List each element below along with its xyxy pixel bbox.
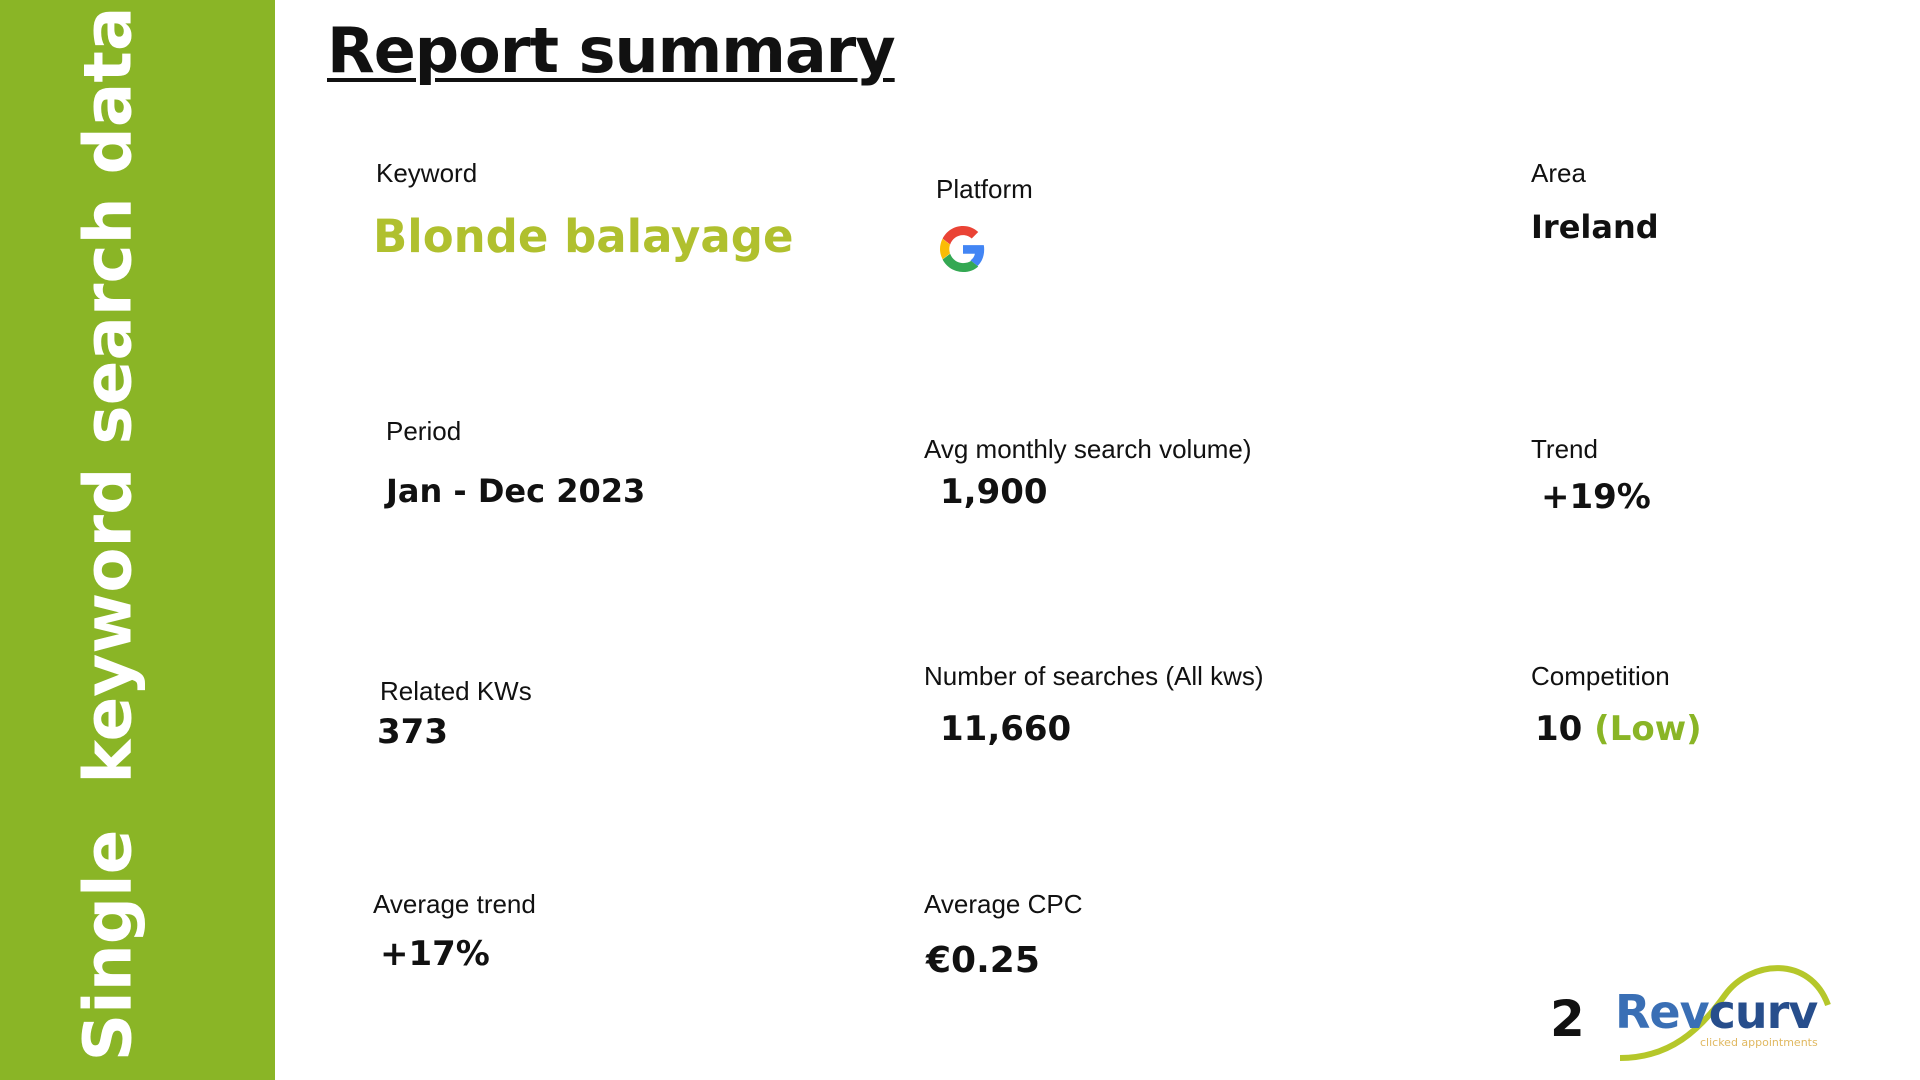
avg-cpc-value: €0.25 <box>926 940 1040 981</box>
avg-volume-label: Avg monthly search volume) <box>924 434 1252 464</box>
area-value: Ireland <box>1531 208 1659 246</box>
trend-label: Trend <box>1531 434 1598 464</box>
revcurv-logo: Revcurv clicked appointments <box>1610 950 1840 1065</box>
area-label: Area <box>1531 158 1586 188</box>
competition-label: Competition <box>1531 661 1670 691</box>
period-label: Period <box>386 416 462 446</box>
trend-value: +19% <box>1541 477 1651 517</box>
svg-text:Revcurv: Revcurv <box>1615 985 1818 1039</box>
svg-text:clicked appointments: clicked appointments <box>1700 1036 1818 1049</box>
related-value: 373 <box>377 712 448 752</box>
google-icon <box>940 226 986 272</box>
competition-score: 10 <box>1535 709 1583 749</box>
period-value: Jan - Dec 2023 <box>386 472 646 510</box>
related-label: Related KWs <box>380 676 532 706</box>
platform-label: Platform <box>936 174 1033 204</box>
page-number: 2 <box>1550 990 1585 1048</box>
avg-trend-value: +17% <box>380 934 490 974</box>
sidebar: Single keyword search data <box>0 0 275 1080</box>
searches-value: 11,660 <box>940 709 1072 749</box>
avg-volume-value: 1,900 <box>940 472 1048 512</box>
competition-value: 10 (Low) <box>1535 709 1702 749</box>
keyword-value: Blonde balayage <box>373 210 794 263</box>
searches-label: Number of searches (All kws) <box>924 661 1264 691</box>
avg-trend-label: Average trend <box>373 889 536 919</box>
sidebar-title: Single keyword search data <box>69 6 147 1062</box>
keyword-label: Keyword <box>376 158 478 188</box>
competition-level: (Low) <box>1594 709 1702 749</box>
avg-cpc-label: Average CPC <box>924 889 1083 919</box>
page-title: Report summary <box>327 14 896 87</box>
